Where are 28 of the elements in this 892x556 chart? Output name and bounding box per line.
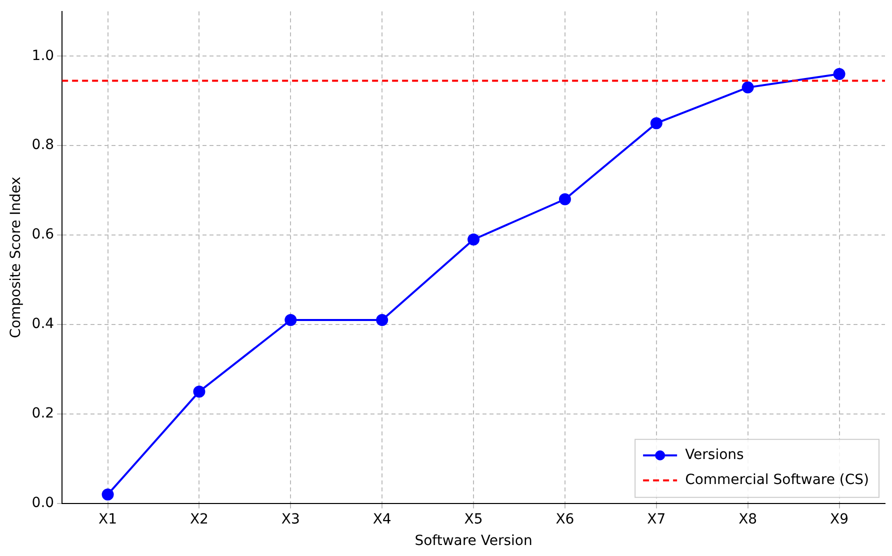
point (833, 68, 846, 80)
point (193, 386, 206, 398)
point (102, 488, 114, 500)
point (468, 234, 480, 246)
point (742, 81, 754, 94)
y-tick-label: 0.4 (32, 316, 54, 332)
x-tick-label: X3 (281, 511, 300, 528)
x-tick-label: X6 (556, 511, 574, 528)
x-tick-label: X2 (190, 511, 208, 528)
x-tick-label: X8 (738, 511, 758, 528)
point (650, 117, 662, 130)
y-tick-label: 0.2 (32, 406, 54, 422)
y-axis-title: Composite Score Index (8, 176, 24, 338)
y-tick-label: 0.6 (32, 226, 54, 243)
x-tick-label: X5 (464, 511, 483, 528)
x-axis-title: Software Version (414, 533, 532, 550)
point (284, 314, 297, 326)
legend-label: Commercial Software (CS) (685, 472, 870, 488)
x-tick-label: X7 (647, 511, 666, 528)
x-tick-label: X1 (98, 511, 118, 528)
y-tick-label: 0.8 (32, 137, 54, 154)
point (558, 193, 571, 206)
point (376, 314, 388, 326)
x-tick-label: X9 (830, 511, 849, 528)
x-tick-label: X4 (372, 511, 392, 528)
y-tick-label: 1.0 (32, 48, 54, 64)
y-tick-label: 0.0 (32, 495, 54, 512)
legend-label: Versions (685, 447, 744, 464)
